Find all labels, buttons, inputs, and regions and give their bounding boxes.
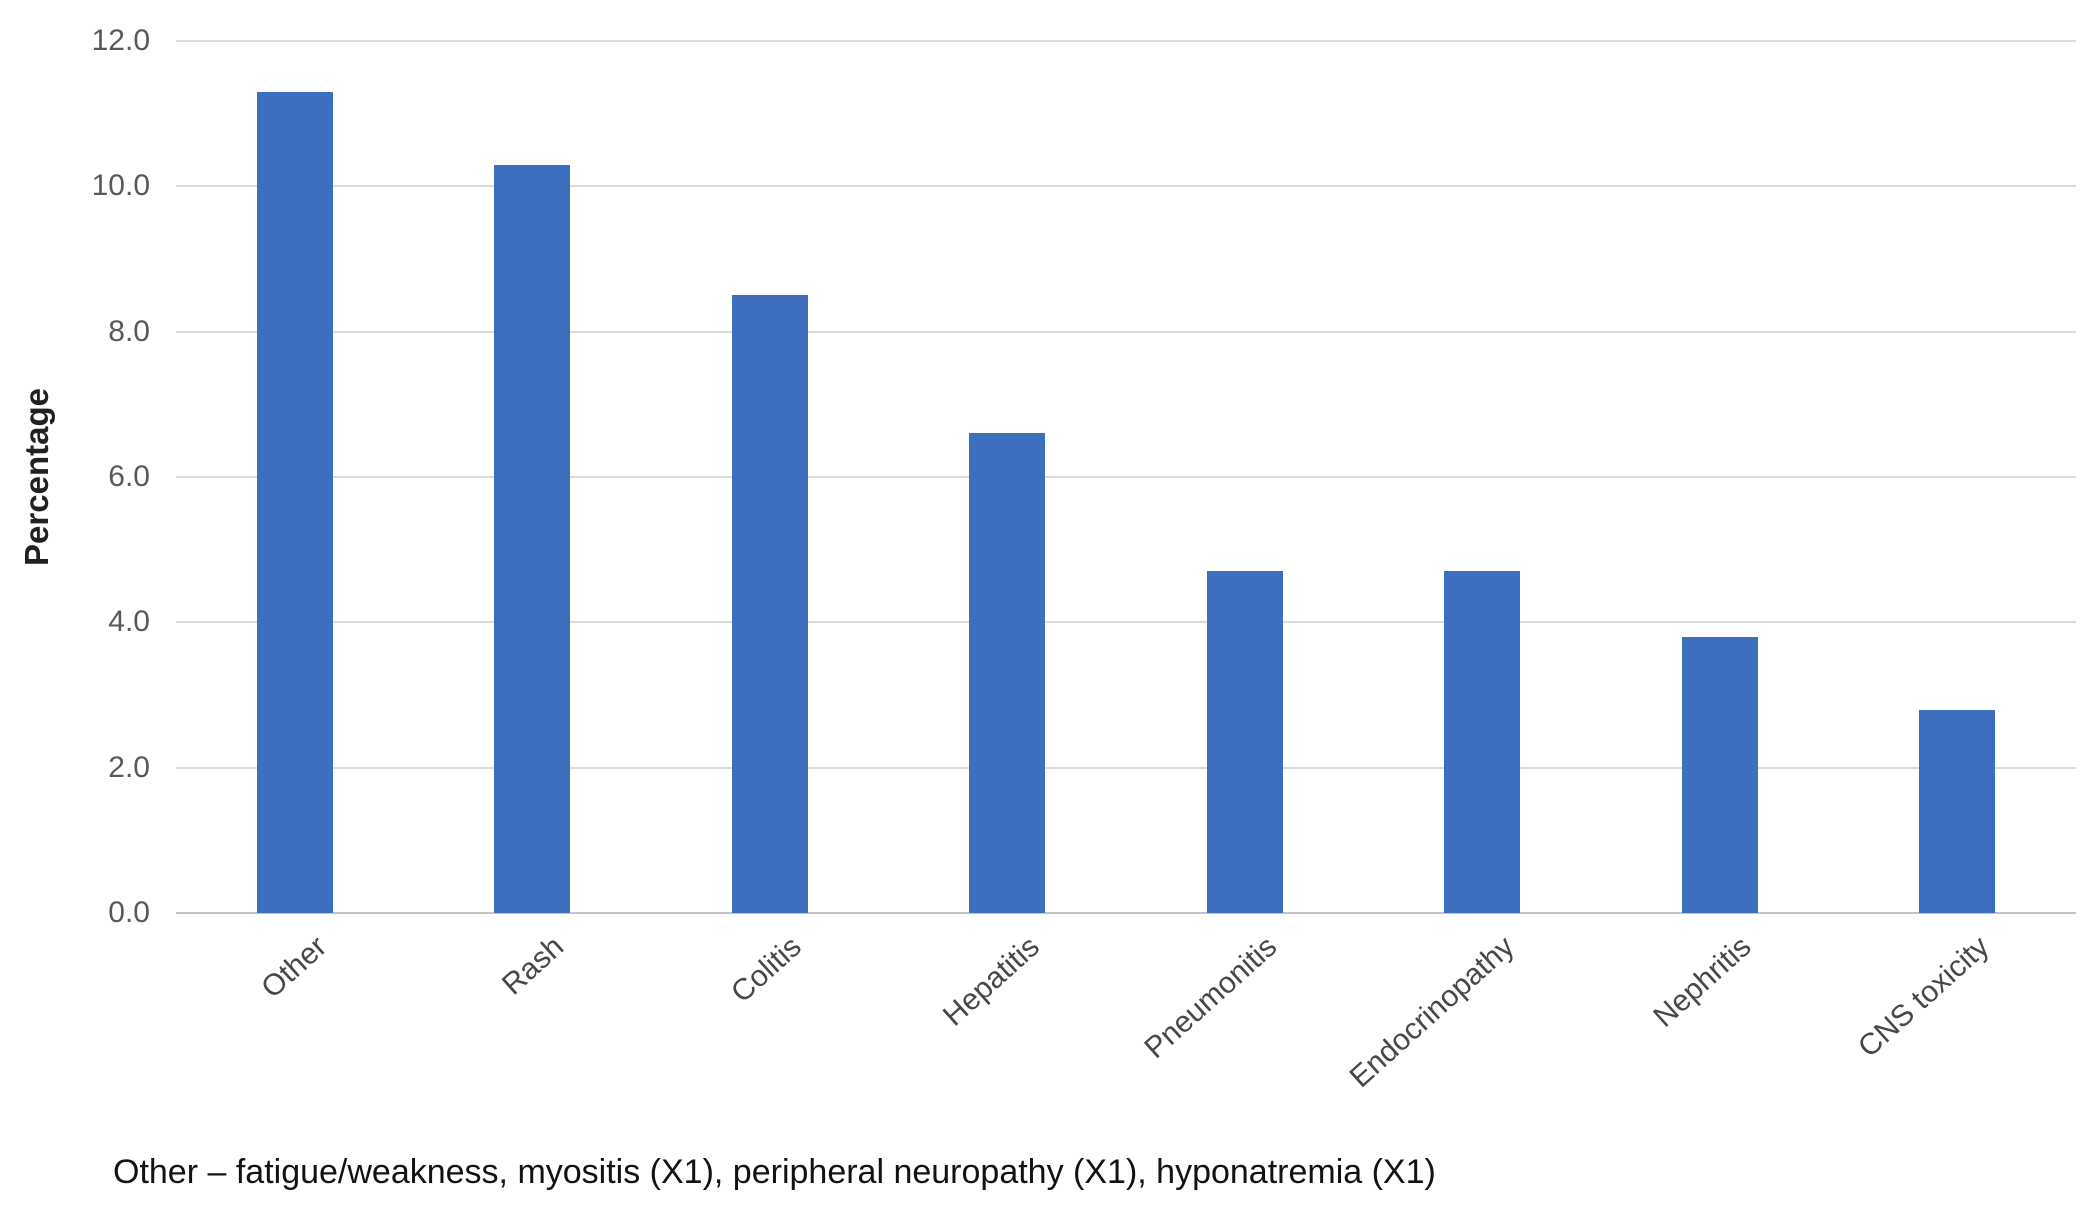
y-tick-label-12.0: 12.0 (91, 24, 150, 57)
y-tick-label-0.0: 0.0 (108, 896, 150, 929)
x-category-label-pneumonitis: Pneumonitis (1138, 930, 1283, 1065)
gridline-y-12.0 (176, 40, 2076, 42)
gridline-y-6.0 (176, 476, 2076, 478)
x-category-label-rash: Rash (496, 930, 571, 1002)
bar-nephritis (1681, 636, 1758, 913)
bar-colitis (731, 295, 808, 913)
chart-footnote: Other – fatigue/weakness, myositis (X1),… (113, 1153, 1436, 1191)
x-axis-line (176, 912, 2076, 914)
bar-other (256, 91, 333, 913)
bar-hepatitis (969, 433, 1046, 913)
gridline-y-10.0 (176, 185, 2076, 188)
y-tick-label-4.0: 4.0 (108, 605, 150, 639)
x-category-label-nephritis: Nephritis (1647, 930, 1758, 1034)
y-tick-label-6.0: 6.0 (108, 460, 150, 493)
x-category-label-colitis: Colitis (725, 930, 808, 1010)
y-tick-label-2.0: 2.0 (108, 750, 150, 784)
bar-cns-toxicity (1919, 709, 1996, 913)
x-category-label-cns-toxicity: CNS toxicity (1851, 930, 1996, 1064)
y-tick-label-8.0: 8.0 (108, 314, 150, 348)
bar-rash (494, 164, 571, 913)
y-tick-label-10.0: 10.0 (91, 169, 150, 203)
x-category-label-hepatitis: Hepatitis (936, 930, 1046, 1033)
gridline-y-8.0 (176, 330, 2076, 333)
x-category-label-endocrinopathy: Endocrinopathy (1343, 930, 1521, 1095)
plot-area (176, 40, 2076, 914)
gridline-y-2.0 (176, 766, 2076, 769)
x-category-label-other: Other (254, 930, 333, 1005)
bar-pneumonitis (1206, 571, 1283, 913)
gridline-y-4.0 (176, 621, 2076, 624)
bar-endocrinopathy (1444, 571, 1521, 913)
